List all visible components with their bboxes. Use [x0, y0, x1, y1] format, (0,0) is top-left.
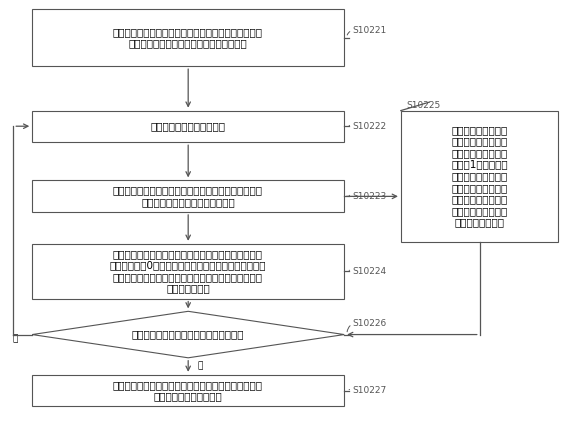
FancyBboxPatch shape [401, 111, 558, 242]
Text: 判断高度范围差值是否等于预置划分精度: 判断高度范围差值是否等于预置划分精度 [132, 329, 245, 340]
Text: S10222: S10222 [352, 122, 386, 131]
FancyBboxPatch shape [32, 375, 344, 406]
Text: S10227: S10227 [352, 386, 386, 395]
FancyBboxPatch shape [32, 111, 344, 142]
FancyBboxPatch shape [32, 244, 344, 298]
Text: 是: 是 [198, 362, 203, 371]
FancyBboxPatch shape [32, 9, 344, 66]
Text: S10226: S10226 [352, 320, 386, 329]
Text: S10221: S10221 [352, 26, 386, 35]
Polygon shape [32, 311, 344, 358]
Text: 若高度信息位于预置高度最小值和中间值之间，则该次
的划分标记为0，并将预置高度最小值和中间值作为新的
预置高度范围，将中间值与预置高度最小值的差值确定
为高度范: 若高度信息位于预置高度最小值和中间值之间，则该次 的划分标记为0，并将预置高度最… [109, 249, 266, 293]
Text: S10225: S10225 [406, 101, 441, 110]
Text: 若高度信息位于中间
值和预置高度最大值
之间，则该次的划分
标记为1，并将中间
值和预置高度最大值
作为新的预置高度范
围，将预置高度最大
值与中间值的差值确
: 若高度信息位于中间 值和预置高度最大值 之间，则该次的划分 标记为1，并将中间 … [451, 125, 508, 228]
Text: 确定预置高度范围的中间值: 确定预置高度范围的中间值 [150, 121, 225, 131]
Text: S10223: S10223 [352, 192, 386, 201]
Text: 依据先后顺序将所有的划分标记组合，将组合结果确定
为目标无人机的高度编码: 依据先后顺序将所有的划分标记组合，将组合结果确定 为目标无人机的高度编码 [113, 380, 263, 402]
Text: 设置预置高度范围和预置划分精度；其中，预置高度范
围包括预置高度最小值、预置高度最大值；: 设置预置高度范围和预置划分精度；其中，预置高度范 围包括预置高度最小值、预置高度… [113, 27, 263, 48]
Text: 否: 否 [12, 334, 18, 343]
Text: S10224: S10224 [352, 267, 386, 276]
FancyBboxPatch shape [32, 180, 344, 212]
Text: 判断高度信息位于预置高度最小值和中间值之间，或者
位于中间值和预置高度最大值之间: 判断高度信息位于预置高度最小值和中间值之间，或者 位于中间值和预置高度最大值之间 [113, 185, 263, 207]
